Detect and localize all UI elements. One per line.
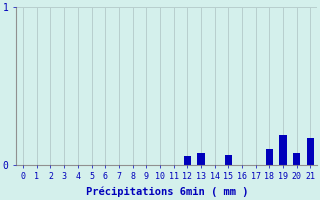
Bar	[197, 153, 205, 165]
Bar	[307, 138, 314, 165]
Bar	[225, 155, 232, 165]
Bar	[293, 153, 300, 165]
Bar	[183, 156, 191, 165]
Bar	[279, 135, 287, 165]
Bar	[266, 149, 273, 165]
X-axis label: Précipitations 6min ( mm ): Précipitations 6min ( mm )	[85, 187, 248, 197]
